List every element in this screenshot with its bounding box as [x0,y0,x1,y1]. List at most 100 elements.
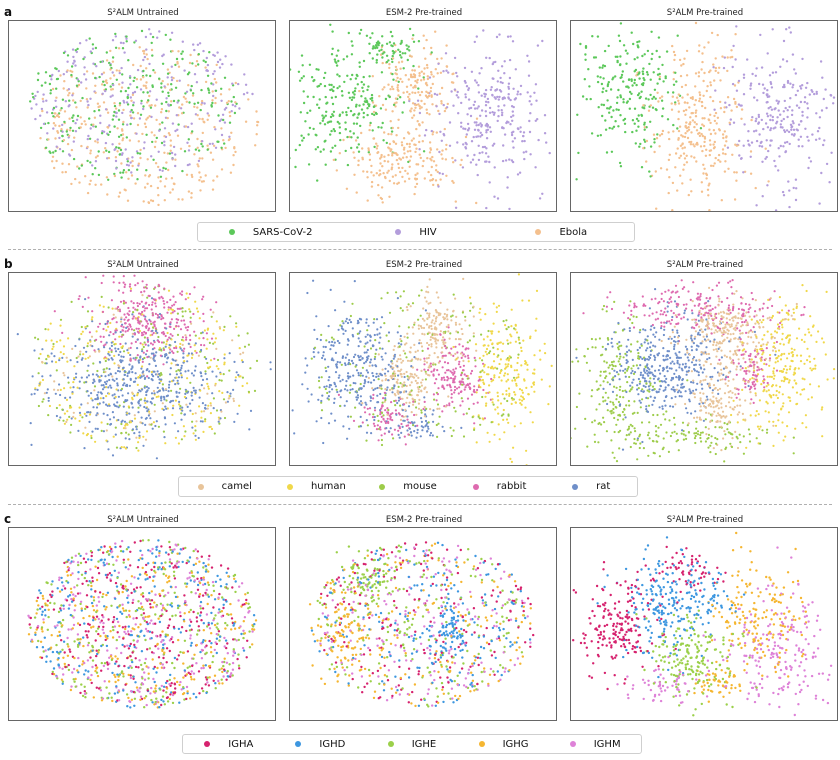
scatter-point-ebola [397,118,400,122]
scatter-point-ebola [126,199,130,202]
scatter-point-ebola [444,158,448,161]
scatter-point-ebola [102,101,106,104]
scatter-point-ebola [417,91,420,94]
scatter-point-ebola [115,69,119,72]
scatter-point-rat [137,411,140,414]
scatter-point-ebola [406,150,410,153]
scatter-point-sars-cov-2 [356,136,359,139]
scatter-point-rabbit [200,343,203,347]
scatter-point-mouse [468,339,471,342]
scatter-point-rat [103,386,106,389]
scatter-point-ebola [234,81,237,85]
scatter-point-hiv [469,161,473,164]
scatter-point-mouse [469,302,472,305]
scatter-point-ebola [383,155,386,158]
scatter-point-mouse [41,400,44,403]
scatter-point-hiv [778,155,781,158]
scatter-point-ebola [180,112,184,115]
scatter-point-ebola [401,166,404,170]
scatter-point-sars-cov-2 [191,130,194,133]
scatter-point-human [479,318,482,321]
scatter-point-ebola [412,114,416,117]
scatter-point-ebola [391,154,394,157]
scatter-point-ebola [690,190,693,193]
scatter-point-rat [55,414,59,418]
scatter-point-sars-cov-2 [300,134,303,137]
scatter-point-hiv [64,100,67,103]
scatter-point-rat [341,378,344,381]
scatter-point-rabbit [180,319,183,322]
scatter-point-hiv [797,123,801,126]
scatter-point-sars-cov-2 [351,91,355,94]
scatter-point-sars-cov-2 [310,76,314,79]
scatter-point-sars-cov-2 [384,97,388,101]
scatter-point-ebola [414,178,418,181]
scatter-point-hiv [125,37,128,40]
scatter-point-mouse [62,419,65,422]
scatter-point-camel [43,392,47,395]
scatter-point-human [129,287,133,290]
scatter-point-sars-cov-2 [594,56,598,59]
scatter-point-mouse [80,325,83,329]
scatter-point-rat [327,395,330,398]
scatter-point-hiv [440,139,443,142]
scatter-point-camel [215,347,218,350]
scatter-point-sars-cov-2 [88,37,91,40]
scatter-point-hiv [749,84,752,87]
scatter-point-ebola [429,148,433,151]
scatter-point-rat [137,361,141,364]
scatter-point-human [492,322,495,325]
scatter-point-ebola [709,81,712,84]
scatter-point-hiv [775,122,778,125]
scatter-point-hiv [464,93,467,96]
scatter-point-hiv [435,105,438,108]
scatter-point-sars-cov-2 [579,42,582,46]
scatter-point-camel [133,414,136,417]
scatter-point-ebola [683,146,686,149]
scatter-point-rat [372,388,375,392]
scatter-point-sars-cov-2 [633,78,636,82]
legend-entry: SARS-CoV-2 [198,227,343,238]
scatter-point-hiv [39,114,42,117]
scatter-point-rabbit [470,369,474,373]
scatter-point-sars-cov-2 [115,78,119,81]
scatter-point-hiv [89,50,93,53]
scatter-point-human [526,363,529,366]
scatter-point-mouse [110,350,113,353]
scatter-point-human [533,368,536,371]
scatter-point-rat [157,375,160,378]
scatter-point-hiv [441,172,444,176]
scatter-point-sars-cov-2 [635,129,638,132]
scatter-point-ebola [698,99,701,103]
scatter-point-rat [151,348,154,351]
scatter-point-sars-cov-2 [615,108,618,111]
scatter-point-sars-cov-2 [324,71,327,75]
scatter-point-rat [109,423,112,426]
scatter-point-rat [375,372,378,375]
scatter-point-sars-cov-2 [371,99,374,102]
scatter-point-rabbit [458,386,461,389]
scatter-point-human [483,382,486,386]
scatter-point-hiv [813,92,816,96]
scatter-point-ebola [118,104,122,107]
scatter-point-rat [320,416,323,420]
scatter-point-ebola [106,126,110,129]
scatter-point-sars-cov-2 [401,111,404,114]
scatter-point-human [190,356,194,359]
scatter-point-ebola [196,137,199,141]
scatter-point-ebola [379,162,382,165]
scatter-point-human [521,399,524,402]
scatter-point-hiv [104,141,108,145]
scatter-point-ebola [71,70,74,73]
scatter-point-ebola [150,104,153,107]
scatter-point-sars-cov-2 [408,49,411,52]
scatter-point-rat [102,430,105,433]
scatter-point-ebola [127,177,130,180]
scatter-point-ebola [420,79,423,82]
scatter-point-rat [151,427,154,430]
scatter-point-camel [104,370,107,373]
scatter-point-ebola [411,102,415,105]
scatter-point-rat [352,355,356,359]
scatter-point-mouse [517,336,520,339]
scatter-point-hiv [211,142,214,145]
